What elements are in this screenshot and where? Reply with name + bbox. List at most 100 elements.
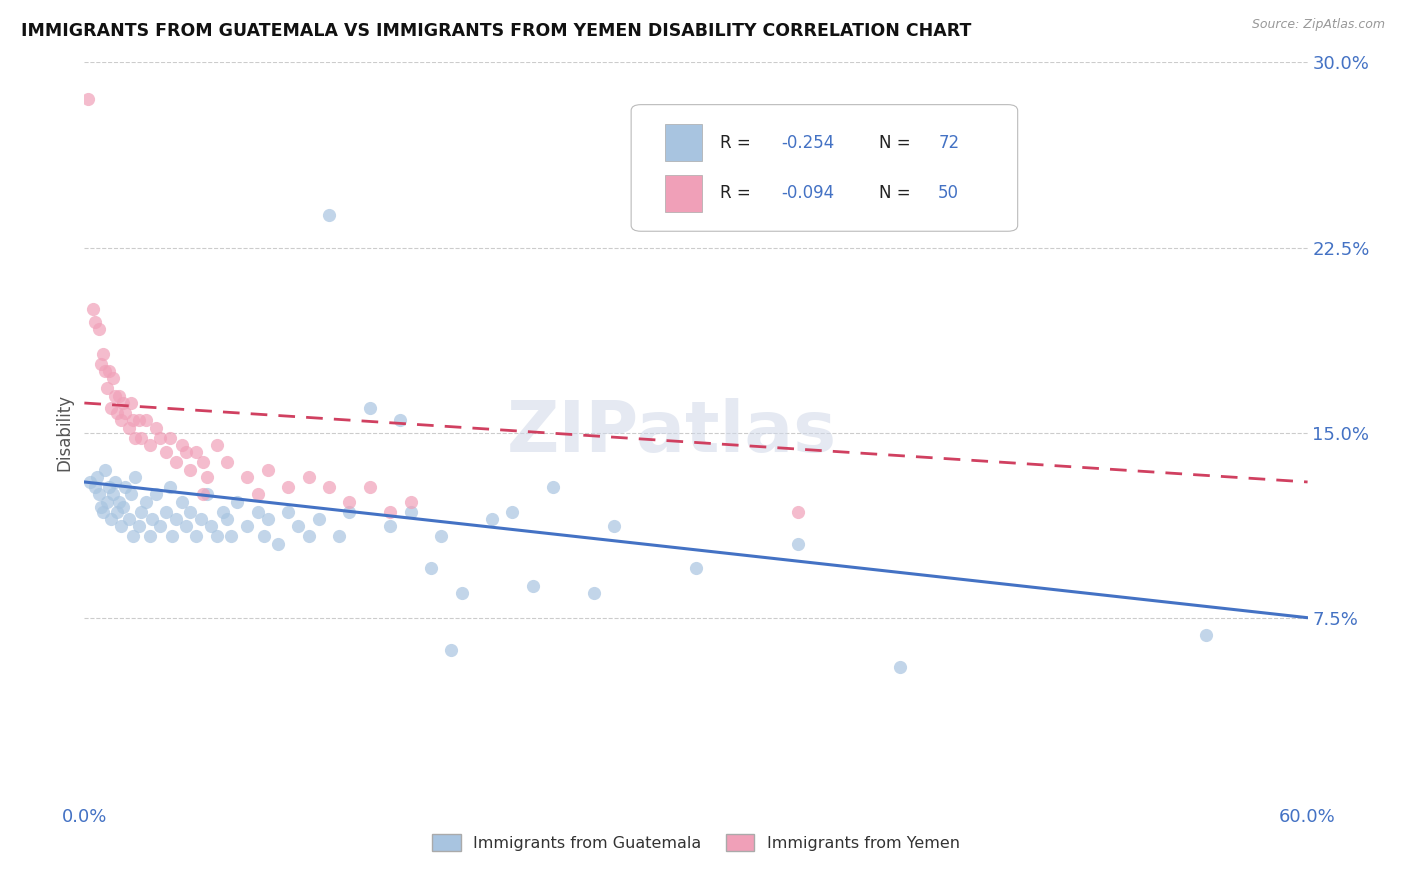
Point: [149, 519, 172, 533]
Point: [339, 505, 361, 519]
Point: [131, 431, 153, 445]
Point: [172, 494, 194, 508]
Point: [179, 505, 201, 519]
Point: [359, 401, 381, 415]
Point: [257, 462, 280, 476]
Point: [93, 364, 115, 378]
Point: [522, 579, 544, 593]
Point: [205, 438, 228, 452]
Point: [149, 431, 172, 445]
Point: [685, 561, 707, 575]
FancyBboxPatch shape: [665, 124, 702, 161]
Point: [124, 470, 146, 484]
Point: [298, 470, 321, 484]
Point: [277, 505, 299, 519]
Point: [236, 470, 259, 484]
Point: [246, 505, 269, 519]
Point: [145, 420, 167, 434]
Point: [450, 586, 472, 600]
Point: [186, 445, 208, 459]
Text: ZIPatlas: ZIPatlas: [506, 398, 837, 467]
Point: [787, 536, 810, 550]
Point: [101, 487, 124, 501]
Point: [195, 487, 218, 501]
Point: [122, 529, 145, 543]
Point: [83, 480, 105, 494]
FancyBboxPatch shape: [665, 175, 702, 211]
Point: [159, 480, 181, 494]
Point: [131, 505, 153, 519]
Text: 72: 72: [938, 134, 959, 152]
Point: [217, 512, 239, 526]
Point: [246, 487, 269, 501]
Point: [128, 413, 150, 427]
Point: [399, 494, 422, 508]
Point: [195, 470, 218, 484]
Point: [90, 357, 112, 371]
Point: [112, 396, 135, 410]
Point: [399, 505, 422, 519]
Point: [145, 487, 167, 501]
Point: [787, 505, 810, 519]
Point: [205, 529, 228, 543]
Text: N =: N =: [880, 134, 917, 152]
Point: [420, 561, 443, 575]
Point: [889, 660, 911, 674]
Point: [328, 529, 350, 543]
Point: [104, 475, 127, 489]
Point: [155, 445, 177, 459]
Point: [481, 512, 503, 526]
Point: [118, 512, 141, 526]
Point: [141, 512, 163, 526]
Point: [100, 512, 122, 526]
Point: [191, 455, 214, 469]
Point: [226, 494, 249, 508]
Point: [114, 480, 136, 494]
Point: [124, 431, 146, 445]
Point: [104, 388, 127, 402]
Point: [380, 519, 402, 533]
Point: [200, 519, 222, 533]
Point: [77, 92, 100, 106]
Point: [287, 519, 309, 533]
Point: [212, 505, 235, 519]
Point: [83, 314, 105, 328]
Point: [110, 413, 132, 427]
Point: [389, 413, 412, 427]
Point: [165, 455, 187, 469]
Point: [90, 500, 112, 514]
Point: [96, 494, 118, 508]
Point: [430, 529, 453, 543]
Point: [100, 401, 122, 415]
Point: [257, 512, 280, 526]
Point: [97, 364, 120, 378]
Point: [108, 494, 131, 508]
Point: [440, 642, 463, 657]
Point: [91, 346, 114, 360]
Point: [339, 494, 361, 508]
Text: IMMIGRANTS FROM GUATEMALA VS IMMIGRANTS FROM YEMEN DISABILITY CORRELATION CHART: IMMIGRANTS FROM GUATEMALA VS IMMIGRANTS …: [21, 22, 972, 40]
Point: [236, 519, 259, 533]
Legend: Immigrants from Guatemala, Immigrants from Yemen: Immigrants from Guatemala, Immigrants fr…: [426, 828, 966, 858]
Point: [160, 529, 183, 543]
Point: [155, 505, 177, 519]
Point: [298, 529, 321, 543]
Point: [190, 512, 212, 526]
FancyBboxPatch shape: [631, 104, 1018, 231]
Point: [174, 445, 197, 459]
Text: R =: R =: [720, 134, 756, 152]
Point: [217, 455, 239, 469]
Point: [359, 480, 381, 494]
Point: [253, 529, 276, 543]
Point: [318, 480, 340, 494]
Point: [82, 302, 104, 317]
Point: [120, 396, 142, 410]
Point: [105, 505, 128, 519]
Point: [1195, 628, 1218, 642]
Text: R =: R =: [720, 184, 756, 202]
Point: [174, 519, 197, 533]
Point: [118, 420, 141, 434]
Text: 50: 50: [938, 184, 959, 202]
Point: [138, 529, 160, 543]
Point: [93, 462, 115, 476]
